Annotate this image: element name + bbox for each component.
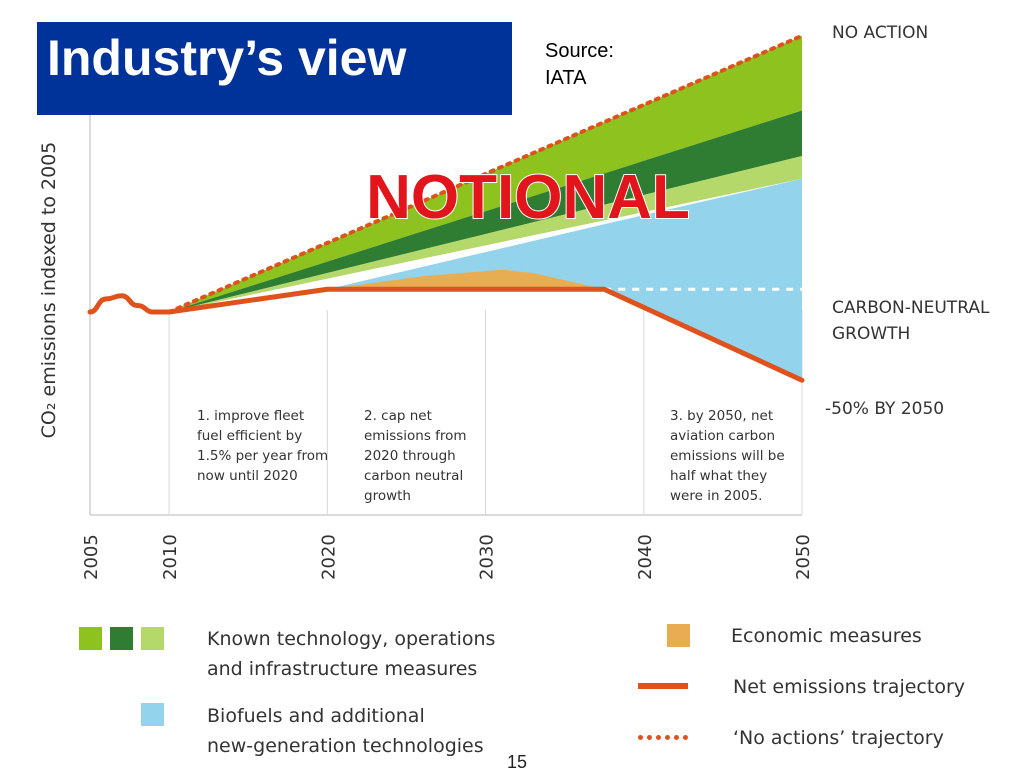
annotations: 1. improve fleet fuel efficient by 1.5% pe… (197, 408, 785, 504)
band-biofuels (327, 178, 802, 381)
x-tick-label-2040: 2040 (635, 534, 656, 580)
legend-label-known-line1: Known technology, operations (207, 628, 496, 650)
carbon-neutral-label-line2: GROWTH (832, 324, 910, 344)
legend-label-no-actions: ‘No actions’ trajectory (733, 727, 944, 749)
legend-item-economic: Economic measures (731, 621, 922, 651)
legend-item-biofuels: Biofuels and additional new-generation t… (207, 701, 484, 761)
band-known-pale (169, 156, 803, 312)
band-known-dark (169, 110, 803, 312)
annotation-2-line-4: carbon neutral (364, 468, 463, 484)
annotation-1-line-1: 1. improve fleet (197, 408, 304, 424)
source-name: IATA (545, 67, 587, 89)
legend-label-net: Net emissions trajectory (733, 676, 965, 698)
x-tick-label-2005: 2005 (81, 534, 102, 580)
legend-label-economic: Economic measures (731, 625, 922, 647)
annotation-3-line-1: 3. by 2050, net (670, 408, 773, 424)
annotation-2-line-5: growth (364, 488, 411, 504)
band-economic (327, 269, 605, 290)
legend-swatch-net-line (638, 683, 688, 689)
annotation-3-line-5: were in 2005. (670, 488, 762, 504)
annotation-2-line-1: 2. cap net (364, 408, 432, 424)
annotation-3-line-2: aviation carbon (670, 428, 775, 444)
legend-swatch-known-pale (141, 627, 164, 650)
x-tick-label-2050: 2050 (793, 534, 814, 580)
x-tick-labels: 2005 2010 2020 2030 2040 2050 (81, 534, 814, 580)
y-axis-label: CO₂ emissions indexed to 2005 (38, 142, 60, 439)
page-number: 15 (507, 752, 528, 772)
annotation-1-line-3: 1.5% per year from (197, 448, 328, 464)
x-tick-label-2020: 2020 (318, 534, 339, 580)
x-tick-label-2030: 2030 (477, 534, 498, 580)
legend-label-biofuels-line1: Biofuels and additional (207, 705, 425, 727)
legend-swatch-no-action-dots (638, 735, 688, 740)
x-tick-label-2010: 2010 (160, 534, 181, 580)
legend-swatch-known-dark (110, 627, 133, 650)
source-label: Source: (545, 40, 614, 62)
legend-item-no-actions: ‘No actions’ trajectory (733, 723, 944, 753)
slide-title: Industry’s view (47, 30, 407, 86)
legend-swatch-economic (667, 624, 690, 647)
annotation-3-line-4: half what they (670, 468, 767, 484)
annotation-2-line-3: 2020 through (364, 448, 456, 464)
net-emissions-trajectory-line (87, 286, 805, 383)
carbon-neutral-label-line1: CARBON-NEUTRAL (832, 298, 990, 318)
legend-item-net-emissions: Net emissions trajectory (733, 672, 965, 702)
annotation-2-line-2: emissions from (364, 428, 467, 444)
line-layer (87, 33, 805, 383)
title-banner: Industry’s view (37, 22, 512, 115)
annotation-1-line-2: fuel efficient by (197, 428, 302, 444)
legend-swatch-known-light (79, 627, 102, 650)
notional-watermark: NOTIONAL (366, 163, 690, 232)
legend-item-known-technology: Known technology, operations and infrast… (207, 624, 495, 684)
legend-label-biofuels-line2: new-generation technologies (207, 735, 484, 757)
source-note: Source: IATA (545, 38, 614, 92)
minus-50-label: -50% BY 2050 (825, 399, 944, 419)
annotation-1-line-4: now until 2020 (197, 468, 298, 484)
no-action-label: NO ACTION (832, 23, 928, 43)
annotation-3-line-3: emissions will be (670, 448, 785, 464)
legend-label-known-line2: and infrastructure measures (207, 658, 478, 680)
legend-swatch-biofuels (141, 703, 164, 726)
no-action-trajectory-line (167, 33, 804, 314)
